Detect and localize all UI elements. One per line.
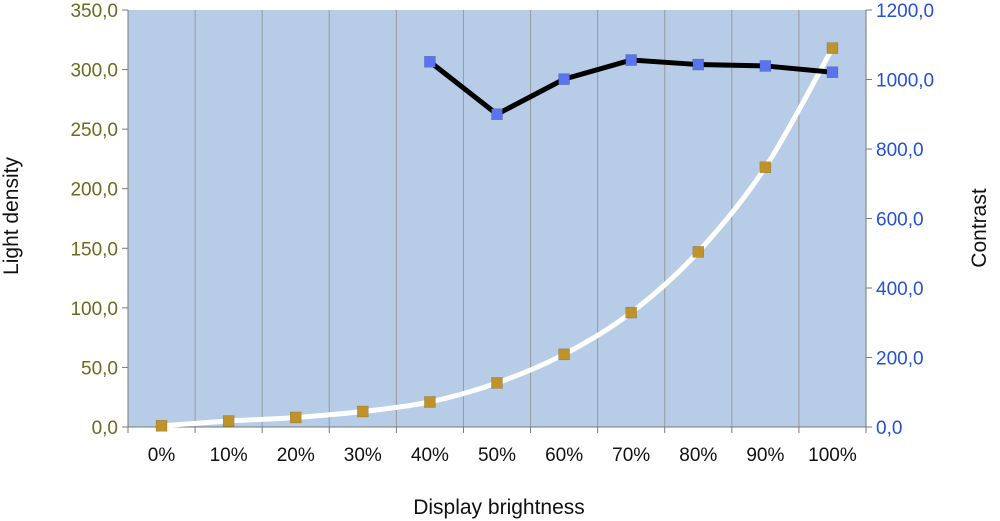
contrast-marker <box>692 58 705 71</box>
light-density-marker <box>625 306 637 319</box>
contrast-marker <box>759 60 772 72</box>
left-tick-label: 200,0 <box>70 180 118 201</box>
light-density-marker <box>692 246 705 258</box>
right-tick-label: 0,0 <box>876 418 902 439</box>
right-axis-ticks: 0,0 200,0 400,0 600,0 800,0 1000,0 1200,0 <box>866 1 934 439</box>
left-tick-label: 300,0 <box>70 61 118 82</box>
right-tick-label: 600,0 <box>876 210 924 231</box>
right-tick-label: 200,0 <box>876 349 924 370</box>
x-tick-label: 80% <box>679 445 717 466</box>
x-tick-label: 90% <box>746 445 784 466</box>
light-density-marker <box>222 415 235 427</box>
left-tick-label: 100,0 <box>70 299 118 320</box>
left-tick-label: 350,0 <box>70 1 118 22</box>
right-tick-label: 1200,0 <box>876 1 934 22</box>
left-tick-label: 50,0 <box>81 358 118 379</box>
left-axis-ticks: 0,0 50,0 100,0 150,0 200,0 250,0 300,0 350,0 <box>70 1 128 439</box>
light-density-marker <box>826 42 839 54</box>
x-tick-label: 20% <box>277 445 315 466</box>
x-tick-label: 30% <box>344 445 382 466</box>
light-density-line <box>159 45 835 429</box>
contrast-marker <box>491 108 503 120</box>
light-density-marker <box>289 411 302 424</box>
contrast-marker <box>625 54 637 66</box>
light-density-marker <box>759 161 772 174</box>
contrast-marker <box>424 56 436 68</box>
x-tick-label: 10% <box>210 445 248 466</box>
right-tick-label: 800,0 <box>876 140 924 161</box>
plot-area <box>128 10 866 427</box>
x-tick-label: 100% <box>808 445 857 466</box>
light-density-marker <box>155 420 168 432</box>
series-group <box>155 42 839 432</box>
left-tick-label: 0,0 <box>92 418 118 439</box>
light-density-marker <box>357 405 369 418</box>
x-tick-label: 40% <box>411 445 449 466</box>
grid-lines <box>194 10 800 427</box>
contrast-marker <box>558 73 570 85</box>
right-tick-label: 1000,0 <box>876 71 934 92</box>
left-axis-title: Light density <box>0 157 23 275</box>
right-axis-title: Contrast <box>968 188 991 268</box>
light-density-marker <box>424 396 436 408</box>
right-tick-label: 400,0 <box>876 279 924 300</box>
left-tick-label: 150,0 <box>70 239 118 260</box>
contrast-marker <box>826 66 839 78</box>
left-tick-label: 250,0 <box>70 120 118 141</box>
x-axis-ticks: 0% 10% 20% 30% 40% 50% 60% 70% 80% 90% 100% <box>127 427 867 466</box>
x-tick-label: 60% <box>545 445 583 466</box>
light-density-marker <box>491 377 503 389</box>
x-tick-label: 70% <box>612 445 650 466</box>
x-tick-label: 50% <box>478 445 516 466</box>
light-density-marker <box>558 348 570 361</box>
x-tick-label: 0% <box>148 445 176 466</box>
x-axis-title: Display brightness <box>413 496 585 519</box>
